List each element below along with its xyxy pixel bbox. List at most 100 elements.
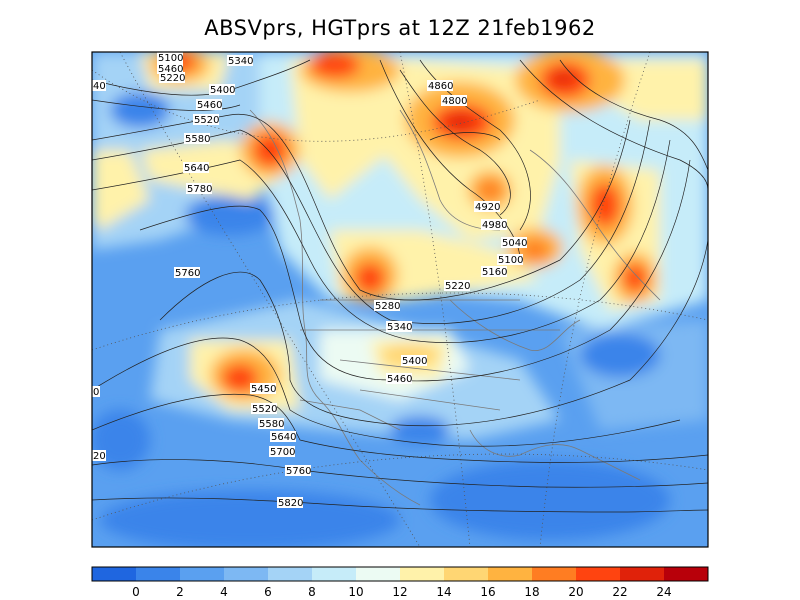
svg-text:5820: 5820 [278,498,303,509]
svg-text:5100: 5100 [498,255,523,266]
map-title: ABSVprs, HGTprs at 12Z 21feb1962 [204,16,596,40]
contour-label: 20 [92,450,106,462]
svg-text:4920: 4920 [475,202,500,213]
colorbar-tick-label: 14 [436,585,451,599]
contour-label: 5520 [251,403,277,415]
contour-label: 5400 [401,355,427,367]
colorbar-swatch [136,567,181,581]
contour-label: 5340 [227,55,253,67]
svg-text:5340: 5340 [387,322,412,333]
contour-label: 4860 [427,80,453,92]
svg-text:5460: 5460 [387,374,412,385]
colorbar-swatch [268,567,313,581]
svg-text:5220: 5220 [160,73,185,84]
height-contours [92,59,708,513]
contour-label: 5640 [270,431,296,443]
contour-label: 5220 [444,280,470,292]
graticule [92,52,708,547]
svg-text:4980: 4980 [482,220,507,231]
contour-label: 40 [92,80,106,92]
colorbar-ticks: 0 2 4 6 8 10 12 14 16 18 20 22 24 [132,585,671,599]
contour-label: 5160 [481,266,507,278]
colorbar-swatches [92,567,709,581]
colorbar-tick-label: 16 [480,585,495,599]
svg-text:4800: 4800 [442,96,467,107]
svg-text:5450: 5450 [251,384,276,395]
svg-text:5780: 5780 [187,184,212,195]
contour-label: 5580 [184,133,210,145]
contour-label: 5700 [269,446,295,458]
svg-text:5700: 5700 [270,447,295,458]
contour-label: 5760 [174,267,200,279]
contour-label: 5280 [374,300,400,312]
contour-label: 5220 [159,72,185,84]
svg-text:5400: 5400 [210,85,235,96]
svg-text:5520: 5520 [194,115,219,126]
colorbar-swatch [444,567,489,581]
vorticity-shading: 5100 5460 5220 5340 5400 5460 5520 5580 … [92,52,708,547]
colorbar-swatch [620,567,665,581]
svg-text:5400: 5400 [402,356,427,367]
contour-label: 5040 [501,237,527,249]
contour-label: 4980 [481,219,507,231]
svg-text:5760: 5760 [286,466,311,477]
contour-label: 5460 [386,373,412,385]
colorbar-frame [91,566,709,582]
svg-text:5640: 5640 [184,163,209,174]
colorbar-tick-label: 6 [264,585,272,599]
contour-label: 5460 [157,63,183,75]
contour-label: 5460 [196,99,222,111]
colorbar-swatch [180,567,225,581]
svg-text:5220: 5220 [445,281,470,292]
svg-text:5580: 5580 [185,134,210,145]
contour-label: 5640 [183,162,209,174]
colorbar-swatch [312,567,357,581]
contour-label: 5340 [386,321,412,333]
svg-text:20: 20 [93,451,106,462]
contour-label: 4800 [441,95,467,107]
svg-text:40: 40 [93,81,106,92]
contour-label: 5760 [285,465,311,477]
svg-text:5100: 5100 [158,53,183,64]
svg-text:5340: 5340 [228,56,253,67]
svg-text:5040: 5040 [502,238,527,249]
colorbar-tick-label: 12 [392,585,407,599]
svg-text:5640: 5640 [271,432,296,443]
svg-text:5460: 5460 [197,100,222,111]
colorbar-swatch [532,567,577,581]
colorbar-tick-label: 22 [612,585,627,599]
svg-text:5580: 5580 [259,419,284,430]
colorbar-swatch [400,567,445,581]
colorbar-tick-label: 8 [308,585,316,599]
colorbar-tick-label: 4 [220,585,228,599]
contour-label: 5820 [277,497,303,509]
colorbar-tick-label: 0 [132,585,140,599]
svg-text:4860: 4860 [428,81,453,92]
contour-label: 4920 [474,201,500,213]
colorbar-swatch [488,567,533,581]
svg-text:5760: 5760 [175,268,200,279]
map-frame [91,51,709,548]
colorbar-swatch [92,567,137,581]
coastlines [249,109,661,506]
colorbar-tick-label: 24 [656,585,671,599]
contour-label: 5450 [250,383,276,395]
colorbar-swatch [576,567,621,581]
contour-label: 0 [92,386,100,398]
svg-text:0: 0 [93,387,99,398]
colorbar-tick-label: 20 [568,585,583,599]
contour-labels: 5100 5460 5220 5340 5400 5460 5520 5580 … [92,52,527,509]
colorbar-tick-label: 2 [176,585,184,599]
colorbar-tick-label: 10 [348,585,363,599]
svg-text:5280: 5280 [375,301,400,312]
colorbar-swatch [224,567,269,581]
contour-label: 5780 [186,183,212,195]
svg-text:5460: 5460 [158,64,183,75]
colorbar-tick-label: 18 [524,585,539,599]
contour-label: 5400 [209,84,235,96]
svg-text:5160: 5160 [482,267,507,278]
contour-label: 5100 [497,254,523,266]
colorbar-swatch [664,567,709,581]
